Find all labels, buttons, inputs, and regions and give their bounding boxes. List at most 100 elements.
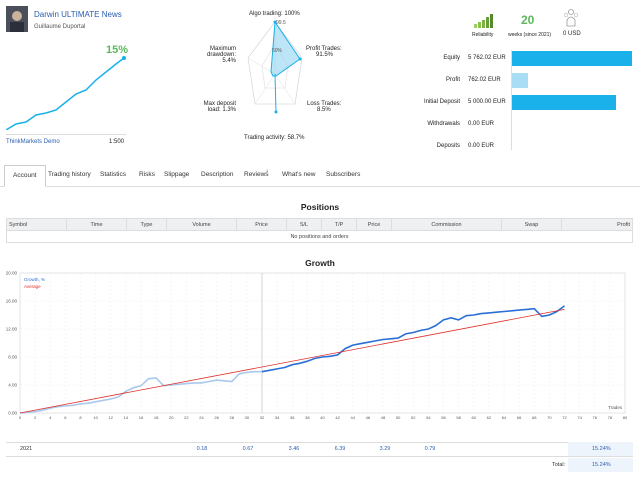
x-tick-label: 12 bbox=[109, 415, 114, 420]
col-tp[interactable]: T/P bbox=[321, 218, 357, 231]
col-symbol[interactable]: Symbol bbox=[6, 218, 67, 231]
tab-risks[interactable]: Risks bbox=[139, 171, 155, 178]
col-commission[interactable]: Commission bbox=[391, 218, 502, 231]
stats-axis-line bbox=[511, 50, 512, 150]
positions-header-row: Symbol Time Type Volume Price S/L T/P Pr… bbox=[6, 218, 633, 231]
month-return: 3.29 bbox=[379, 446, 391, 452]
x-tick-label: 62 bbox=[487, 415, 492, 420]
x-tick-label: 34 bbox=[275, 415, 280, 420]
stats-panel bbox=[400, 50, 635, 152]
tab-trading-history[interactable]: Trading history bbox=[48, 171, 91, 178]
subscribers-icon bbox=[563, 9, 579, 27]
mini-growth-line bbox=[6, 57, 125, 130]
x-tick-label: 30 bbox=[245, 415, 250, 420]
x-tick-label: 64 bbox=[502, 415, 507, 420]
radar-maxdep-label: Max deposit load: 1.3% bbox=[203, 101, 236, 113]
growth-title: Growth bbox=[305, 258, 335, 268]
mini-chart-baseline bbox=[6, 134, 126, 135]
radar-algo-sub: 99.5 bbox=[276, 20, 286, 26]
x-tick-label: 66 bbox=[517, 415, 522, 420]
tab-description[interactable]: Description bbox=[201, 171, 234, 178]
month-return: 3.46 bbox=[288, 446, 300, 452]
x-tick-label: 44 bbox=[351, 415, 356, 420]
total-value: 15.24% bbox=[592, 462, 611, 468]
x-tick-label: 4 bbox=[49, 415, 52, 420]
y-tick-label: 12.00 bbox=[6, 327, 18, 332]
stat-label-3: Withdrawals bbox=[427, 121, 460, 127]
total-cell-bg bbox=[568, 458, 633, 472]
reliability-icon bbox=[474, 14, 493, 28]
x-axis-label: Trades bbox=[608, 405, 623, 410]
x-tick-label: 48 bbox=[381, 415, 386, 420]
weeks-label: weeks (since 2021) bbox=[508, 32, 552, 38]
ytd-value: 15.24% bbox=[592, 446, 611, 452]
mini-growth-end bbox=[122, 56, 126, 60]
legend-average: Average bbox=[24, 284, 41, 289]
tab-subscribers[interactable]: Subscribers bbox=[326, 171, 361, 178]
radar-grid-outer bbox=[247, 21, 303, 105]
radar-chart bbox=[247, 20, 303, 114]
col-type[interactable]: Type bbox=[126, 218, 167, 231]
y-tick-label: 16.00 bbox=[6, 299, 18, 304]
stat-label-4: Deposits bbox=[436, 143, 460, 149]
stat-value-3: 0.00 EUR bbox=[468, 121, 495, 127]
y-tick-label: 4.00 bbox=[8, 383, 17, 388]
x-tick-label: 76 bbox=[593, 415, 598, 420]
month-return: 0.18 bbox=[196, 446, 208, 452]
avatar-image bbox=[6, 6, 28, 32]
x-tick-label: 32 bbox=[260, 415, 265, 420]
legend-growth: Growth, % bbox=[24, 277, 45, 282]
leverage: 1:500 bbox=[109, 139, 125, 145]
tab-reviews[interactable]: Reviews bbox=[244, 171, 269, 178]
average-line bbox=[19, 309, 565, 414]
month-return: 0.67 bbox=[242, 446, 254, 452]
x-tick-label: 58 bbox=[456, 415, 461, 420]
x-tick-label: 60 bbox=[472, 415, 477, 420]
signal-title[interactable]: Darwin ULTIMATE News bbox=[34, 10, 122, 19]
col-time[interactable]: Time bbox=[66, 218, 127, 231]
x-tick-label: 52 bbox=[411, 415, 416, 420]
x-tick-label: 2 bbox=[34, 415, 37, 420]
avatar[interactable] bbox=[6, 6, 28, 32]
radar-area bbox=[270, 20, 301, 77]
y-tick-label: 0.00 bbox=[8, 411, 17, 416]
tab-slippage[interactable]: Slippage bbox=[164, 171, 190, 178]
col-price2[interactable]: Price bbox=[356, 218, 392, 231]
x-tick-label: 36 bbox=[290, 415, 295, 420]
y-tick-label: 20.00 bbox=[6, 271, 18, 276]
x-tick-label: 40 bbox=[320, 415, 325, 420]
x-tick-label: 38 bbox=[305, 415, 310, 420]
year-row-bottom-border bbox=[6, 456, 633, 457]
stat-value-2: 5 000.00 EUR bbox=[468, 99, 506, 105]
stat-value-4: 0.00 EUR bbox=[468, 143, 495, 149]
col-price[interactable]: Price bbox=[236, 218, 287, 231]
x-tick-label: 18 bbox=[154, 415, 159, 420]
radar-center-label: 50% bbox=[272, 48, 283, 54]
year-label: 2021 bbox=[20, 446, 33, 452]
x-tick-label: 24 bbox=[199, 415, 204, 420]
col-profit[interactable]: Profit bbox=[561, 218, 633, 231]
ytd-cell-bg bbox=[568, 442, 633, 456]
x-tick-label: 74 bbox=[577, 415, 582, 420]
x-tick-label: 42 bbox=[335, 415, 340, 420]
radar-loss-label: Loss Trades: 8.5% bbox=[307, 101, 342, 113]
stat-value-0: 5 762.02 EUR bbox=[468, 55, 506, 61]
tab-whats-new[interactable]: What's new bbox=[282, 171, 316, 178]
tab-account[interactable]: Account bbox=[4, 165, 46, 187]
broker-link[interactable]: ThinkMarkets Demo bbox=[6, 139, 60, 145]
growth-line-history bbox=[19, 370, 262, 414]
x-tick-label: 28 bbox=[230, 415, 235, 420]
col-volume[interactable]: Volume bbox=[166, 218, 237, 231]
author-name[interactable]: Guillaume Duportal bbox=[34, 24, 86, 30]
x-tick-label: 46 bbox=[366, 415, 371, 420]
tab-statistics[interactable]: Statistics bbox=[100, 171, 127, 178]
radar-algo-label: Algo trading: 100% bbox=[249, 11, 300, 17]
col-sl[interactable]: S/L bbox=[286, 218, 322, 231]
x-tick-label: 26 bbox=[214, 415, 219, 420]
month-return: 0.79 bbox=[424, 446, 436, 452]
col-swap[interactable]: Swap bbox=[501, 218, 562, 231]
x-tick-label: 72 bbox=[562, 415, 567, 420]
x-tick-label: 14 bbox=[124, 415, 129, 420]
growth-line bbox=[261, 305, 565, 373]
